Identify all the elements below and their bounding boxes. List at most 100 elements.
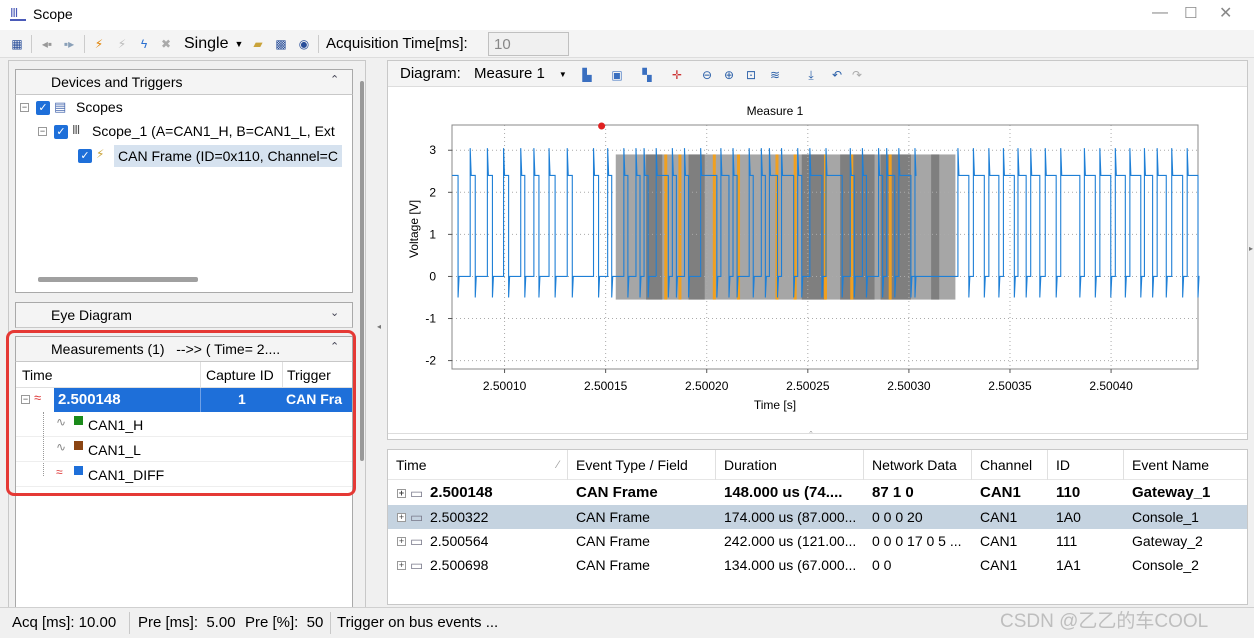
zoom-in-icon[interactable]: ⊕ [723,68,735,82]
event-cell-channel: CAN1 [980,484,1021,501]
chart-area[interactable]: 2.50010 2.50015 2.50020 2.50025 2.50030 2.500… [388,88,1247,433]
collapse-icon[interactable]: ⌃ [330,74,340,86]
x-tick-label: 2.50035 [988,379,1032,393]
oscilloscope-chart[interactable]: 2.50010 2.50015 2.50020 2.50025 2.50030 2.500… [388,88,1247,433]
events-column-header: Time ⁄ Event Type / Field Duration Networ… [388,450,1247,480]
event-cell-name: Gateway_1 [1132,484,1211,501]
status-pre-pct: Pre [%]: 50 [245,614,324,631]
x-tick-label: 2.50025 [786,379,830,393]
tree-node-scopes[interactable]: − ✓ ▤ Scopes [20,97,340,119]
export-icon[interactable]: ⤓ [808,67,814,82]
column-event-type[interactable]: Event Type / Field [568,450,716,480]
connect-right-icon[interactable]: ▪▸ [63,37,75,51]
collapse-box-icon[interactable]: − [20,102,29,112]
stuff-bit-marker [888,154,892,300]
y-tick-label: -1 [425,312,436,326]
zoom-fit-icon[interactable]: ⊡ [745,68,757,82]
checkbox-icon[interactable]: ✓ [36,101,50,115]
frame-field-highlight [840,154,875,300]
tree-node-scope1[interactable]: − ✓ Ⅲ Scope_1 (A=CAN1_H, B=CAN1_L, Ext [38,121,352,143]
open-folder-icon[interactable]: ▰ [253,37,263,51]
force-trigger-icon[interactable]: ϟ [140,37,148,51]
undo-icon[interactable]: ↶ [831,68,843,82]
measurement-row[interactable]: − ≈ 2.500148 1 CAN Fra [16,388,352,412]
mode-label: Single [184,35,229,52]
axes-icon[interactable]: ▚ [642,68,652,82]
trigger-disabled-icon[interactable]: ⚡ [117,37,127,51]
zoom-out-icon[interactable]: ⊖ [701,68,713,82]
column-network-data[interactable]: Network Data [864,450,972,480]
y-tick-label: 2 [429,185,436,199]
event-row[interactable]: 2.500322 CAN Frame 174.000 us (87.000... 0 … [388,505,1247,529]
signal-row-can1-diff[interactable]: ≈ CAN1_DIFF [16,462,352,487]
event-cell-data: 0 0 0 20 [872,509,923,525]
event-row[interactable]: 2.500698 CAN Frame 134.000 us (67.000... 0 … [388,553,1247,577]
event-cell-time: 2.500698 [430,557,489,573]
stuff-bit-marker [678,154,682,300]
splitter-arrow-icon: ⌃ [808,431,814,438]
stop-icon[interactable]: ✖ [160,37,172,51]
column-capture-id[interactable]: Capture ID [206,367,274,383]
signal-row-can1-l[interactable]: ∿ CAN1_L [16,437,352,462]
stuff-bit-marker [664,154,668,300]
column-channel[interactable]: Channel [972,450,1048,480]
diagram-label: Diagram: [400,65,461,82]
maximize-button[interactable]: ☐ [1184,5,1198,22]
chart-type-icon[interactable]: ▙ [582,68,592,82]
close-button[interactable]: ✕ [1219,5,1233,22]
collapse-box-icon[interactable]: − [21,394,30,404]
pane-splitter[interactable]: ◂ [377,60,385,608]
column-duration[interactable]: Duration [716,450,864,480]
cursor-icon[interactable]: ✛ [671,68,683,82]
event-row[interactable]: 2.500148 CAN Frame 148.000 us (74.... 87 1 … [388,481,1247,505]
horizontal-splitter[interactable]: ⌃ [388,431,1247,441]
expand-icon[interactable]: ⌄ [330,307,340,319]
column-time[interactable]: Time ⁄ [388,450,568,480]
signal-options-icon[interactable]: ≋ [769,68,781,82]
column-id[interactable]: ID [1048,450,1124,480]
measurements-column-header: Time Capture ID Trigger [16,362,352,388]
eye-diagram-header[interactable]: Eye Diagram ⌄ [15,302,353,328]
redo-icon[interactable]: ↷ [851,68,863,82]
sort-icon: ⁄ [557,459,559,471]
signal-row-can1-h[interactable]: ∿ CAN1_H [16,412,352,437]
minimize-button[interactable]: — [1152,4,1168,21]
expand-box-icon[interactable]: + [397,560,406,570]
trigger-node-icon: ⚡ [96,147,105,161]
column-trigger[interactable]: Trigger [287,367,331,383]
horizontal-scrollbar[interactable] [38,277,198,282]
mode-dropdown[interactable]: Single ▼ [184,35,243,53]
config-icon[interactable]: ▦ [11,37,23,51]
expand-box-icon[interactable]: + [397,512,406,522]
devices-header[interactable]: Devices and Triggers ⌃ [15,69,353,95]
checkbox-icon[interactable]: ✓ [78,149,92,163]
chart-style-icon[interactable]: ▣ [611,68,623,82]
collapse-box-icon[interactable]: − [38,126,47,136]
measure-dropdown[interactable]: Measure 1 ▼ [474,65,567,82]
frame-field-highlight [688,154,705,300]
trigger-icon[interactable]: ⚡ [94,37,104,51]
expand-box-icon[interactable]: + [397,536,406,546]
column-time[interactable]: Time [22,367,53,383]
column-event-name[interactable]: Event Name [1132,457,1210,473]
toolbar-separator [31,35,32,53]
vertical-scrollbar[interactable] [360,81,364,461]
column-divider [200,362,201,388]
measurements-header[interactable]: Measurements (1) -->> ( Time= 2.... ⌃ [15,336,353,362]
event-cell-duration: 148.000 us (74.... [724,484,843,501]
tree-node-can-frame[interactable]: ✓ ⚡ CAN Frame (ID=0x110, Channel=C [78,145,352,167]
event-row[interactable]: 2.500564 CAN Frame 242.000 us (121.00... 0 … [388,529,1247,553]
connect-left-icon[interactable]: ◂▪ [41,37,53,51]
scope1-label: Scope_1 (A=CAN1_H, B=CAN1_L, Ext [92,123,335,139]
collapse-icon[interactable]: ⌃ [330,341,340,353]
event-cell-id: 111 [1056,533,1078,549]
acquisition-time-input[interactable] [488,32,569,56]
checkbox-icon[interactable]: ✓ [54,125,68,139]
expand-box-icon[interactable]: + [397,488,406,498]
column-divider [282,362,283,388]
stuff-bit-marker [850,154,854,300]
right-edge-arrow-icon: ▸ [1249,244,1254,253]
window-title: Scope [33,6,73,22]
save-icon[interactable]: ▩ [275,37,287,51]
find-icon[interactable]: ◉ [298,37,310,51]
